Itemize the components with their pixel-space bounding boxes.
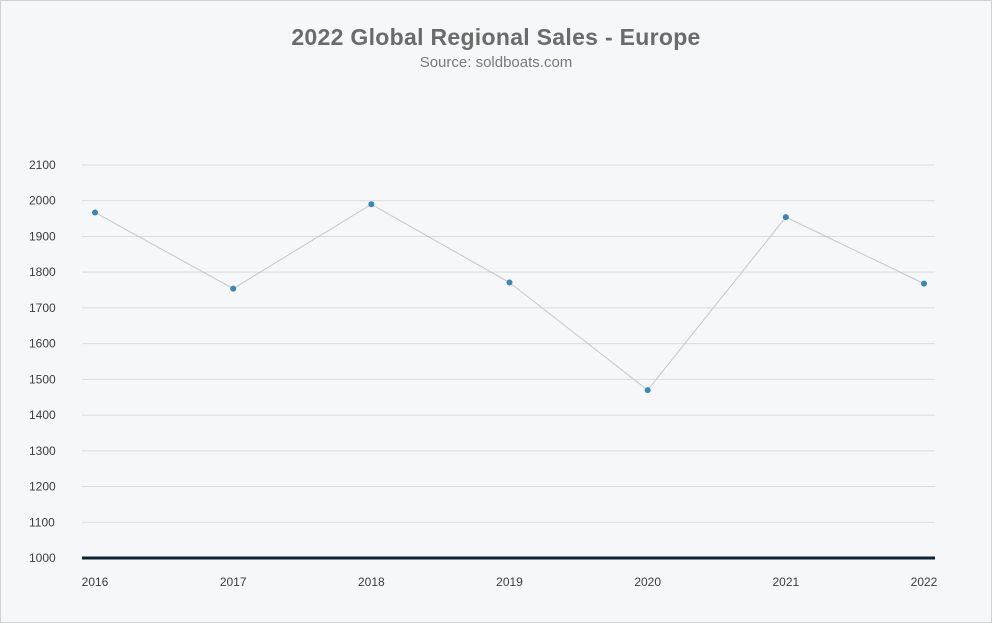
data-point xyxy=(782,214,789,221)
y-axis-ticks: 2100 2000 1900 1800 1700 1600 1500 1400 1300 1200… xyxy=(29,158,56,565)
data-point xyxy=(506,279,513,286)
x-tick-label: 2022 xyxy=(911,575,938,589)
y-tick-label: 1400 xyxy=(29,408,56,422)
data-point xyxy=(230,285,237,292)
y-tick-label: 2000 xyxy=(29,194,56,208)
x-axis-ticks: 2016 2017 2018 2019 2020 2021 2022 xyxy=(82,575,938,589)
series-line xyxy=(94,203,925,391)
y-tick-label: 1300 xyxy=(29,444,56,458)
y-tick-label: 1000 xyxy=(29,551,56,565)
data-point xyxy=(368,201,375,208)
x-tick-label: 2018 xyxy=(358,575,385,589)
y-tick-label: 1200 xyxy=(29,480,56,494)
y-tick-label: 2100 xyxy=(29,158,56,172)
y-tick-label: 1100 xyxy=(29,515,55,529)
x-tick-label: 2021 xyxy=(772,575,799,589)
y-tick-label: 1800 xyxy=(29,265,56,279)
x-tick-label: 2016 xyxy=(82,575,109,589)
data-point xyxy=(92,209,98,216)
y-tick-label: 1600 xyxy=(29,337,56,351)
grid-lines xyxy=(82,164,935,560)
x-tick-label: 2019 xyxy=(496,575,523,589)
chart-subtitle: Source: soldboats.com xyxy=(419,54,573,71)
x-tick-label: 2017 xyxy=(220,575,247,589)
series-group xyxy=(92,201,927,394)
data-point xyxy=(644,387,651,394)
y-tick-label: 1500 xyxy=(29,372,56,386)
y-tick-label: 1900 xyxy=(29,229,56,243)
data-point xyxy=(921,280,927,287)
chart-title: 2022 Global Regional Sales - Europe xyxy=(291,24,701,50)
x-tick-label: 2020 xyxy=(634,575,661,589)
y-tick-label: 1700 xyxy=(29,301,56,315)
